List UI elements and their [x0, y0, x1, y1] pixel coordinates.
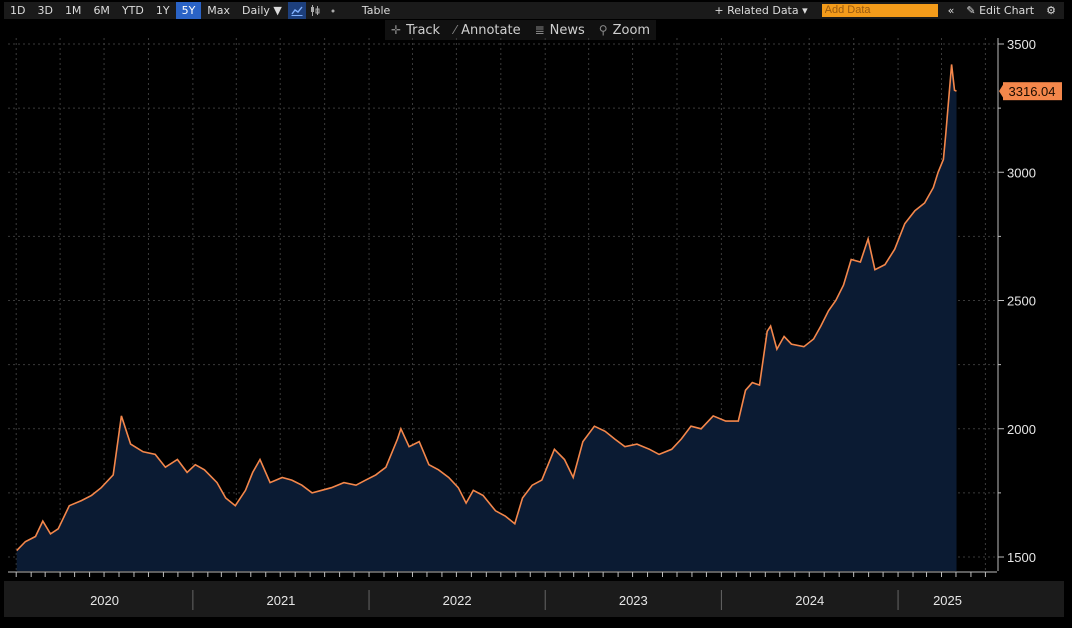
- last-value-pointer: [999, 83, 1004, 100]
- x-tick-label: 2022: [443, 593, 472, 608]
- chart-type-dropdown-icon[interactable]: [324, 2, 342, 19]
- x-tick-label: 2023: [619, 593, 648, 608]
- table-button[interactable]: Table: [361, 4, 391, 17]
- y-tick-label: 3000: [1007, 165, 1036, 180]
- zoom-tool[interactable]: ⚲ Zoom: [599, 23, 650, 38]
- last-value-marker: 3316.04: [999, 82, 1062, 101]
- related-data-button[interactable]: + Related Data ▾: [714, 4, 808, 17]
- range-1y-button[interactable]: 1Y: [155, 4, 170, 17]
- annotate-tool[interactable]: ⁄ Annotate: [454, 23, 521, 38]
- range-6m-button[interactable]: 6M: [93, 4, 110, 17]
- price-area-fill: [16, 64, 957, 571]
- line-chart-icon[interactable]: [287, 2, 306, 19]
- x-tick-label: 2021: [266, 593, 295, 608]
- range-selector: 1D 3D 1M 6M YTD 1Y 5Y Max Daily ▼ Table: [4, 2, 396, 19]
- x-tick-label: 2024: [795, 593, 824, 608]
- range-1m-button[interactable]: 1M: [64, 4, 82, 17]
- y-tick-label: 1500: [1007, 550, 1036, 565]
- track-tool[interactable]: ✛ Track: [391, 23, 440, 38]
- frequency-dropdown[interactable]: Daily ▼: [242, 4, 282, 17]
- add-data-input[interactable]: [821, 4, 938, 17]
- x-axis: 2020 2021 2022 2023 2024 2025: [8, 571, 997, 610]
- zoom-label: Zoom: [612, 22, 651, 38]
- range-max-button[interactable]: Max: [207, 4, 231, 17]
- track-label: Track: [406, 22, 441, 38]
- y-axis: 1500 2000 2500 3000 3500: [997, 37, 1036, 571]
- x-axis-bar: [4, 581, 1064, 617]
- news-label: News: [549, 22, 585, 38]
- y-tick-label: 2500: [1007, 294, 1036, 309]
- last-value-box: [1003, 82, 1062, 101]
- news-icon: ≣: [534, 23, 545, 37]
- pencil-icon: ⁄: [454, 23, 457, 37]
- y-tick-label: 2000: [1007, 422, 1036, 437]
- y-tick-label: 3500: [1007, 37, 1036, 52]
- x-tick-label: 2025: [933, 593, 962, 608]
- annotate-label: Annotate: [461, 22, 521, 38]
- last-value-label: 3316.04: [1009, 84, 1056, 99]
- chart-toolbar: 1D 3D 1M 6M YTD 1Y 5Y Max Daily ▼ Table …: [4, 2, 1064, 19]
- crosshair-icon: ✛: [391, 23, 402, 37]
- news-tool[interactable]: ≣ News: [535, 23, 585, 38]
- price-line: [16, 64, 957, 552]
- range-1d-button[interactable]: 1D: [10, 4, 26, 17]
- candlestick-icon[interactable]: [306, 2, 324, 19]
- x-tick-label: 2020: [90, 593, 119, 608]
- range-5y-button[interactable]: 5Y: [175, 2, 202, 19]
- range-ytd-button[interactable]: YTD: [121, 4, 144, 17]
- magnifier-icon: ⚲: [598, 23, 608, 37]
- edit-chart-button[interactable]: ✎ Edit Chart: [966, 4, 1035, 17]
- range-3d-button[interactable]: 3D: [37, 4, 53, 17]
- toolbar-right: + Related Data ▾ « ✎ Edit Chart ⚙: [708, 2, 1058, 19]
- chart-tools-bar: ✛ Track ⁄ Annotate ≣ News ⚲ Zoom: [385, 20, 657, 40]
- collapse-icon[interactable]: «: [947, 4, 955, 17]
- settings-icon[interactable]: ⚙: [1046, 4, 1056, 17]
